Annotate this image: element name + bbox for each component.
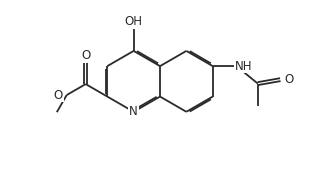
Text: O: O (53, 89, 63, 102)
Text: N: N (129, 105, 138, 118)
Text: OH: OH (125, 15, 143, 28)
Text: O: O (81, 49, 90, 62)
Text: NH: NH (235, 60, 253, 73)
Text: O: O (284, 73, 294, 86)
